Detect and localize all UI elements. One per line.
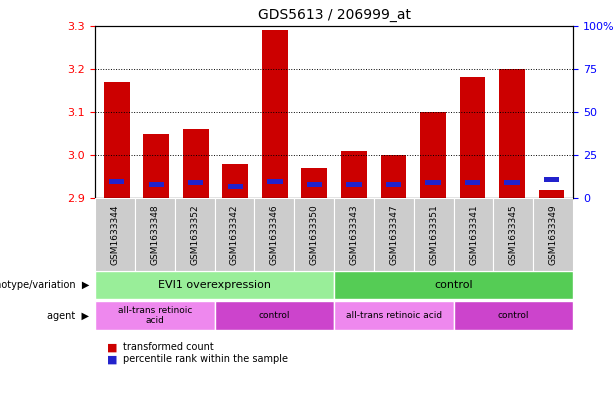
- Title: GDS5613 / 206999_at: GDS5613 / 206999_at: [257, 8, 411, 22]
- Text: all-trans retinoic
acid: all-trans retinoic acid: [118, 306, 192, 325]
- Text: GSM1633350: GSM1633350: [310, 204, 319, 265]
- Bar: [420, 112, 446, 198]
- Text: agent  ▶: agent ▶: [47, 310, 89, 321]
- Bar: [493, 198, 533, 271]
- Bar: [302, 168, 327, 198]
- Bar: [533, 198, 573, 271]
- Bar: [267, 179, 283, 184]
- Bar: [294, 198, 334, 271]
- Bar: [183, 129, 208, 198]
- Bar: [306, 182, 322, 187]
- Bar: [262, 30, 287, 198]
- Text: GSM1633347: GSM1633347: [389, 204, 398, 265]
- Text: EVI1 overexpression: EVI1 overexpression: [158, 280, 271, 290]
- Bar: [334, 198, 374, 271]
- Bar: [104, 82, 129, 198]
- Bar: [95, 271, 334, 299]
- Bar: [334, 301, 454, 330]
- Text: GSM1633345: GSM1633345: [509, 204, 518, 265]
- Text: transformed count: transformed count: [123, 342, 213, 353]
- Bar: [504, 180, 520, 185]
- Text: control: control: [434, 280, 473, 290]
- Bar: [135, 198, 175, 271]
- Bar: [465, 180, 480, 185]
- Bar: [175, 198, 215, 271]
- Bar: [460, 77, 485, 198]
- Bar: [215, 301, 334, 330]
- Bar: [95, 198, 135, 271]
- Bar: [109, 179, 124, 184]
- Bar: [414, 198, 454, 271]
- Bar: [346, 182, 362, 187]
- Bar: [374, 198, 414, 271]
- Text: GSM1633344: GSM1633344: [110, 205, 120, 265]
- Bar: [454, 198, 493, 271]
- Bar: [148, 182, 164, 187]
- Bar: [334, 271, 573, 299]
- Bar: [227, 184, 243, 189]
- Text: GSM1633342: GSM1633342: [230, 205, 239, 265]
- Text: GSM1633343: GSM1633343: [349, 204, 359, 265]
- Text: control: control: [259, 311, 290, 320]
- Bar: [254, 198, 294, 271]
- Text: control: control: [498, 311, 529, 320]
- Text: ■: ■: [107, 342, 118, 353]
- Bar: [188, 180, 204, 185]
- Text: ■: ■: [107, 354, 118, 364]
- Bar: [544, 177, 559, 182]
- Text: GSM1633348: GSM1633348: [150, 204, 159, 265]
- Bar: [143, 134, 169, 198]
- Bar: [425, 180, 441, 185]
- Text: GSM1633346: GSM1633346: [270, 204, 279, 265]
- Bar: [215, 198, 254, 271]
- Bar: [499, 69, 525, 198]
- Bar: [386, 182, 401, 187]
- Text: GSM1633352: GSM1633352: [190, 204, 199, 265]
- Text: percentile rank within the sample: percentile rank within the sample: [123, 354, 287, 364]
- Text: GSM1633351: GSM1633351: [429, 204, 438, 265]
- Bar: [223, 164, 248, 198]
- Bar: [341, 151, 367, 198]
- Bar: [539, 190, 564, 198]
- Text: GSM1633349: GSM1633349: [549, 204, 558, 265]
- Text: genotype/variation  ▶: genotype/variation ▶: [0, 280, 89, 290]
- Bar: [381, 155, 406, 198]
- Text: all-trans retinoic acid: all-trans retinoic acid: [346, 311, 442, 320]
- Text: GSM1633341: GSM1633341: [469, 204, 478, 265]
- Bar: [95, 301, 215, 330]
- Bar: [454, 301, 573, 330]
